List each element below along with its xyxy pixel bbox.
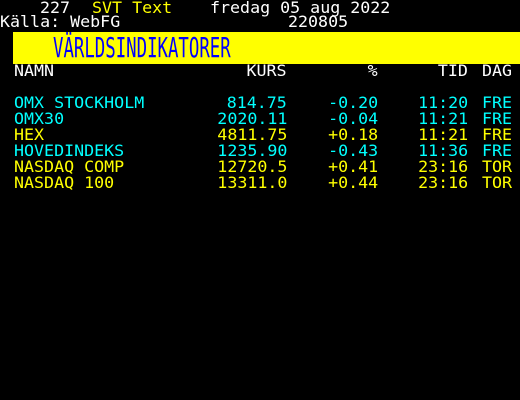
index-kurs: 1235.90 — [216, 141, 287, 160]
index-dag: FRE — [482, 125, 513, 144]
table-row: NASDAQ COMP 12720.5 +0.41 23:16 TOR — [0, 159, 520, 175]
table-row: HOVEDINDEKS 1235.90 -0.43 11:36 FRE — [0, 143, 520, 159]
index-dag: FRE — [482, 109, 513, 128]
column-header-dag: DAG — [482, 61, 513, 80]
page-date: fredag 05 aug 2022 — [210, 0, 391, 17]
index-kurs: 4811.75 — [216, 125, 287, 144]
column-header-kurs: KURS — [246, 61, 287, 80]
index-name: NASDAQ COMP — [14, 157, 125, 176]
column-header-name: NAMN — [14, 61, 55, 80]
page-number: 227 — [40, 0, 71, 17]
index-dag: FRE — [482, 93, 513, 112]
service-name: SVT Text — [92, 0, 173, 17]
index-dag: FRE — [482, 141, 513, 160]
title-banner: VÄRLDSINDIKATORER — [13, 32, 520, 64]
index-pct: -0.43 — [327, 141, 378, 160]
index-name: OMX30 — [14, 109, 65, 128]
index-name: OMX STOCKHOLM — [14, 93, 145, 112]
index-tid: 11:21 — [417, 125, 468, 144]
source-code: 220805 — [288, 12, 349, 31]
index-dag: TOR — [482, 157, 513, 176]
column-header-tid: TID — [437, 61, 468, 80]
column-header-row: NAMN KURS % TID DAG — [0, 63, 520, 79]
index-name: HEX — [14, 125, 45, 144]
column-header-pct: % — [367, 61, 378, 80]
index-tid: 11:20 — [417, 93, 468, 112]
table-row: HEX 4811.75 +0.18 11:21 FRE — [0, 127, 520, 143]
index-tid: 23:16 — [417, 173, 468, 192]
table-row: OMX30 2020.11 -0.04 11:21 FRE — [0, 111, 520, 127]
index-kurs: 814.75 — [226, 93, 287, 112]
index-name: NASDAQ 100 — [14, 173, 115, 192]
index-pct: +0.18 — [327, 125, 378, 144]
index-tid: 11:36 — [417, 141, 468, 160]
index-pct: -0.20 — [327, 93, 378, 112]
index-pct: +0.41 — [327, 157, 378, 176]
index-kurs: 12720.5 — [216, 157, 287, 176]
table-row: NASDAQ 100 13311.0 +0.44 23:16 TOR — [0, 175, 520, 191]
page-title: VÄRLDSINDIKATORER — [53, 31, 231, 64]
table-row: OMX STOCKHOLM 814.75 -0.20 11:20 FRE — [0, 95, 520, 111]
index-pct: +0.44 — [327, 173, 378, 192]
source-line: Källa: WebFG 220805 — [0, 14, 520, 30]
index-pct: -0.04 — [327, 109, 378, 128]
index-kurs: 2020.11 — [216, 109, 287, 128]
index-kurs: 13311.0 — [216, 173, 287, 192]
index-name: HOVEDINDEKS — [14, 141, 125, 160]
source-label: Källa: WebFG — [0, 12, 121, 31]
teletext-header: 227 SVT Text fredag 05 aug 2022 — [0, 0, 520, 16]
index-dag: TOR — [482, 173, 513, 192]
index-tid: 11:21 — [417, 109, 468, 128]
index-tid: 23:16 — [417, 157, 468, 176]
